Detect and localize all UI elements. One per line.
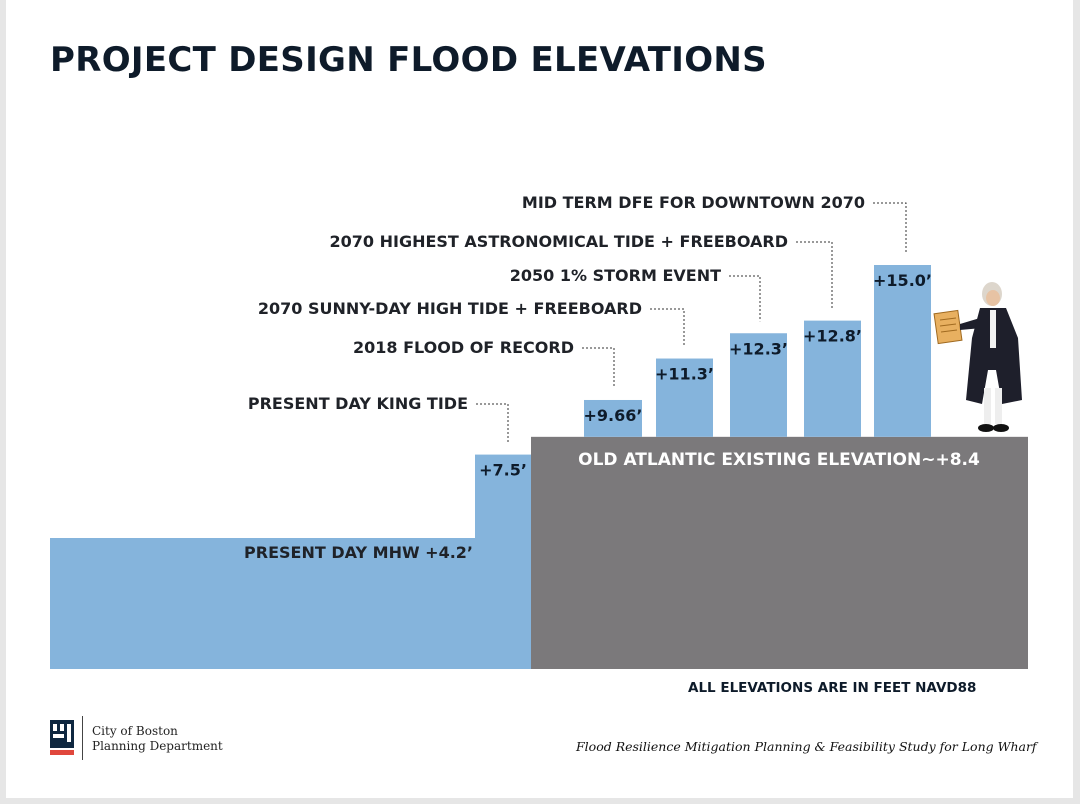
bar-1 bbox=[475, 454, 531, 669]
study-footer: Flood Resilience Mitigation Planning & F… bbox=[576, 739, 1037, 754]
department-line-1: City of Boston bbox=[92, 724, 178, 738]
category-label-3: 2070 SUNNY-DAY HIGH TIDE + FREEBOARD bbox=[258, 299, 642, 318]
historical-figure-illustration bbox=[930, 278, 1030, 436]
leader-line-5 bbox=[796, 241, 833, 309]
bar-5 bbox=[804, 320, 861, 437]
category-label-4: 2050 1% STORM EVENT bbox=[510, 266, 721, 285]
department-line-2: Planning Department bbox=[92, 739, 223, 753]
category-label-5: 2070 HIGHEST ASTRONOMICAL TIDE + FREEBOA… bbox=[330, 232, 789, 251]
bar-value-label-6: +15.0’ bbox=[873, 271, 932, 290]
bar-value-label-2: +9.66’ bbox=[584, 406, 643, 425]
existing-elevation-label: OLD ATLANTIC EXISTING ELEVATION~+8.4 bbox=[578, 450, 980, 470]
logo-divider bbox=[82, 716, 83, 760]
bar-value-label-5: +12.8’ bbox=[803, 327, 862, 346]
bar-6 bbox=[874, 265, 931, 437]
leader-line-1 bbox=[476, 403, 509, 443]
category-label-2: 2018 FLOOD OF RECORD bbox=[353, 338, 574, 357]
leader-line-4 bbox=[729, 275, 761, 322]
bar-3 bbox=[656, 358, 713, 437]
existing-elevation-block bbox=[531, 436, 1028, 669]
bar-value-label-1: +7.5’ bbox=[479, 461, 527, 480]
baseline-label: PRESENT DAY MHW +4.2’ bbox=[244, 543, 473, 562]
bar-value-label-4: +12.3’ bbox=[729, 339, 788, 358]
leader-line-2 bbox=[582, 347, 615, 388]
city-of-boston-logo-icon bbox=[50, 720, 74, 755]
leader-line-3 bbox=[650, 308, 685, 347]
department-name: City of Boston Planning Department bbox=[92, 724, 223, 754]
category-label-1: PRESENT DAY KING TIDE bbox=[248, 394, 468, 413]
page-title: PROJECT DESIGN FLOOD ELEVATIONS bbox=[50, 40, 767, 80]
baseline-mhw-area bbox=[50, 538, 531, 669]
bar-value-label-3: +11.3’ bbox=[655, 365, 714, 384]
leader-line-6 bbox=[873, 202, 907, 253]
flood-elevation-chart: PRESENT DAY MHW +4.2’ OLD ATLANTIC EXISTI… bbox=[50, 193, 1028, 669]
bar-4 bbox=[730, 333, 787, 437]
bar-2 bbox=[584, 399, 642, 437]
slide: PROJECT DESIGN FLOOD ELEVATIONS PRESENT … bbox=[6, 0, 1073, 798]
units-note: ALL ELEVATIONS ARE IN FEET NAVD88 bbox=[688, 680, 977, 696]
category-label-6: MID TERM DFE FOR DOWNTOWN 2070 bbox=[522, 193, 865, 212]
